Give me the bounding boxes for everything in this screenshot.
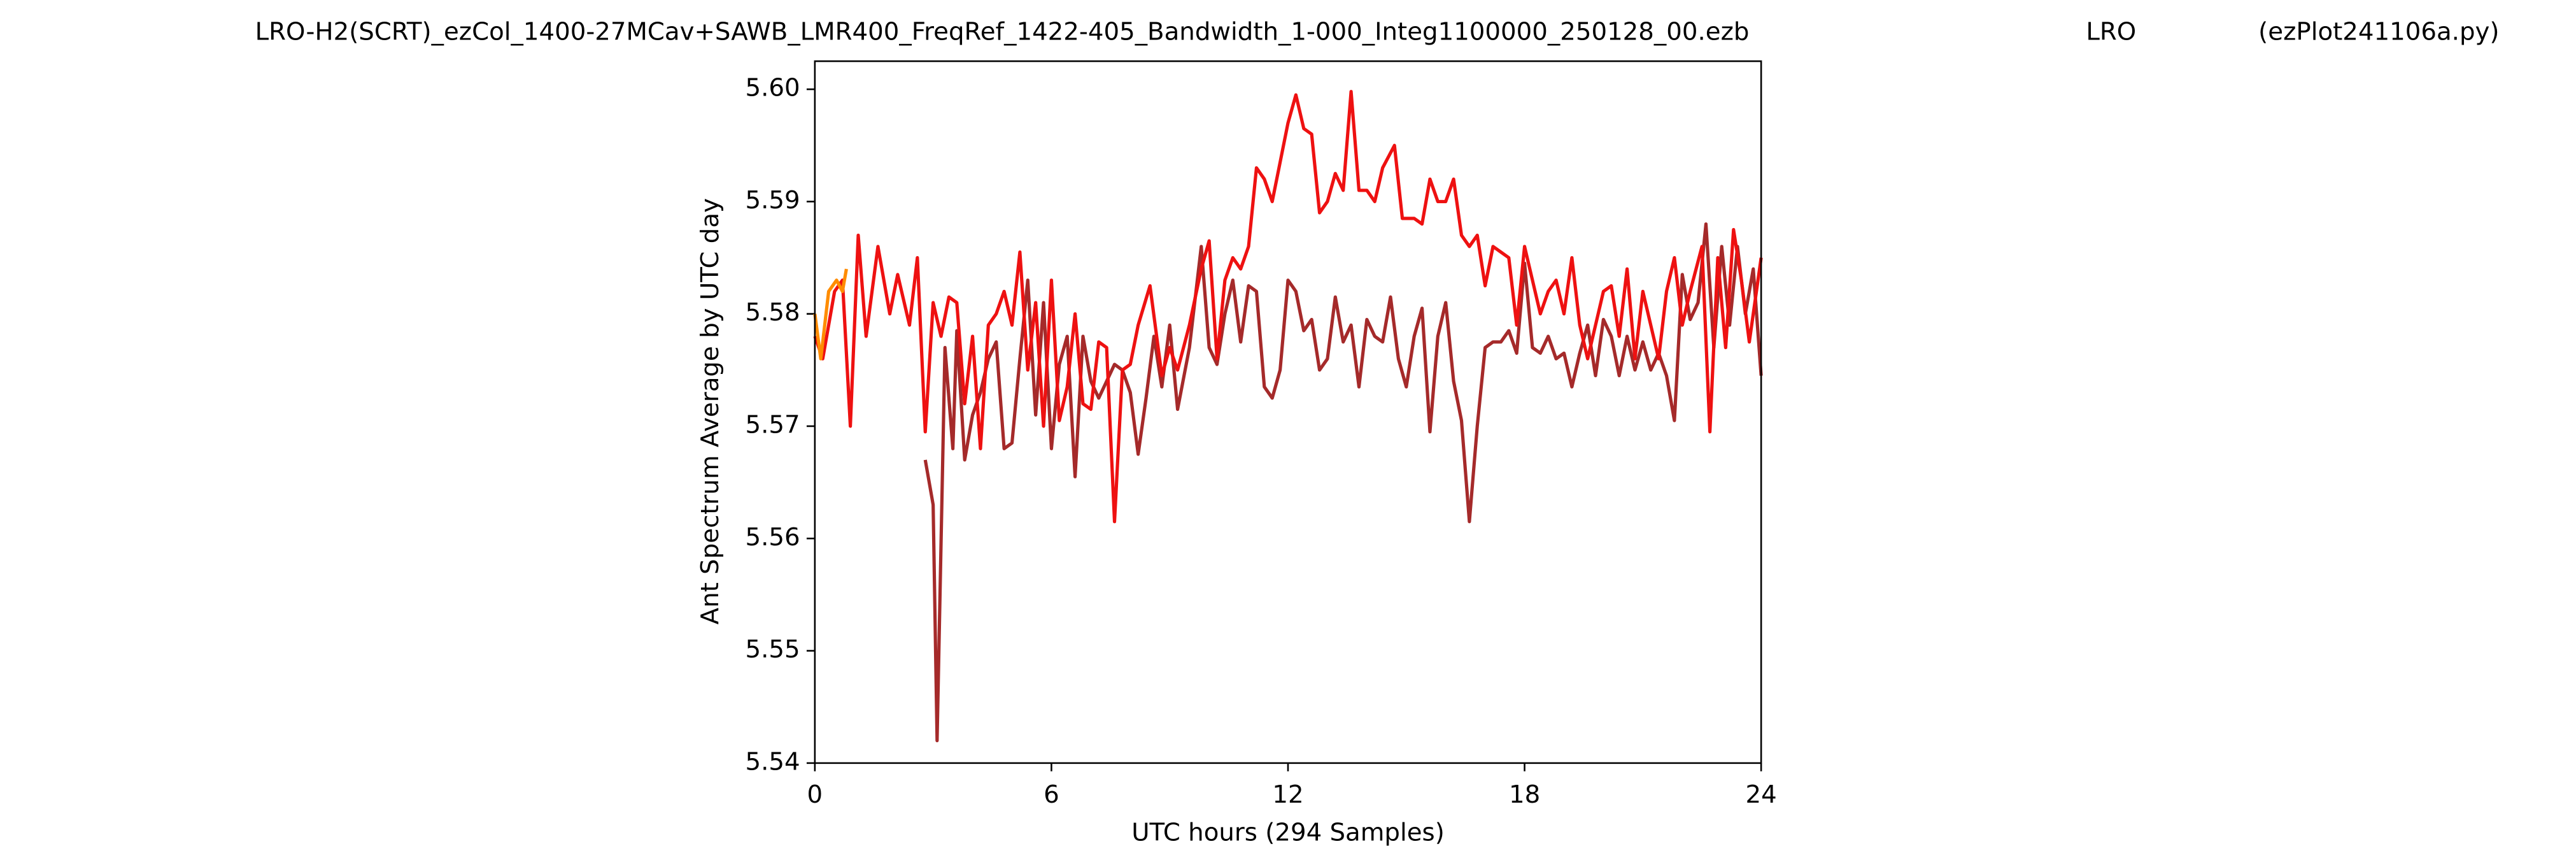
data-line [813, 90, 1763, 524]
y-tick-label: 5.54 [745, 747, 800, 776]
y-tick-label: 5.59 [745, 186, 800, 215]
x-axis-label: UTC hours (294 Samples) [1131, 818, 1445, 847]
y-axis-label: Ant Spectrum Average by UTC day [696, 198, 725, 624]
data-line [813, 268, 848, 361]
y-tick-label: 5.58 [745, 298, 800, 327]
y-tick-label: 5.57 [745, 410, 800, 439]
x-tick-label: 6 [1044, 780, 1059, 809]
chart-title: LRO-H2(SCRT)_ezCol_1400-27MCav+SAWB_LMR4… [255, 18, 1750, 47]
x-tick-label: 0 [807, 780, 823, 809]
plot-frame [814, 60, 1762, 764]
chart-title-center: LRO [2086, 18, 2136, 47]
x-tick-label: 24 [1746, 780, 1777, 809]
y-tick-label: 5.55 [745, 635, 800, 664]
x-tick-label: 18 [1509, 780, 1540, 809]
y-tick-label: 5.56 [745, 523, 800, 552]
y-tick-label: 5.60 [745, 74, 800, 103]
x-tick-label: 12 [1272, 780, 1303, 809]
chart-title-right: (ezPlot241106a.py) [2258, 18, 2499, 47]
